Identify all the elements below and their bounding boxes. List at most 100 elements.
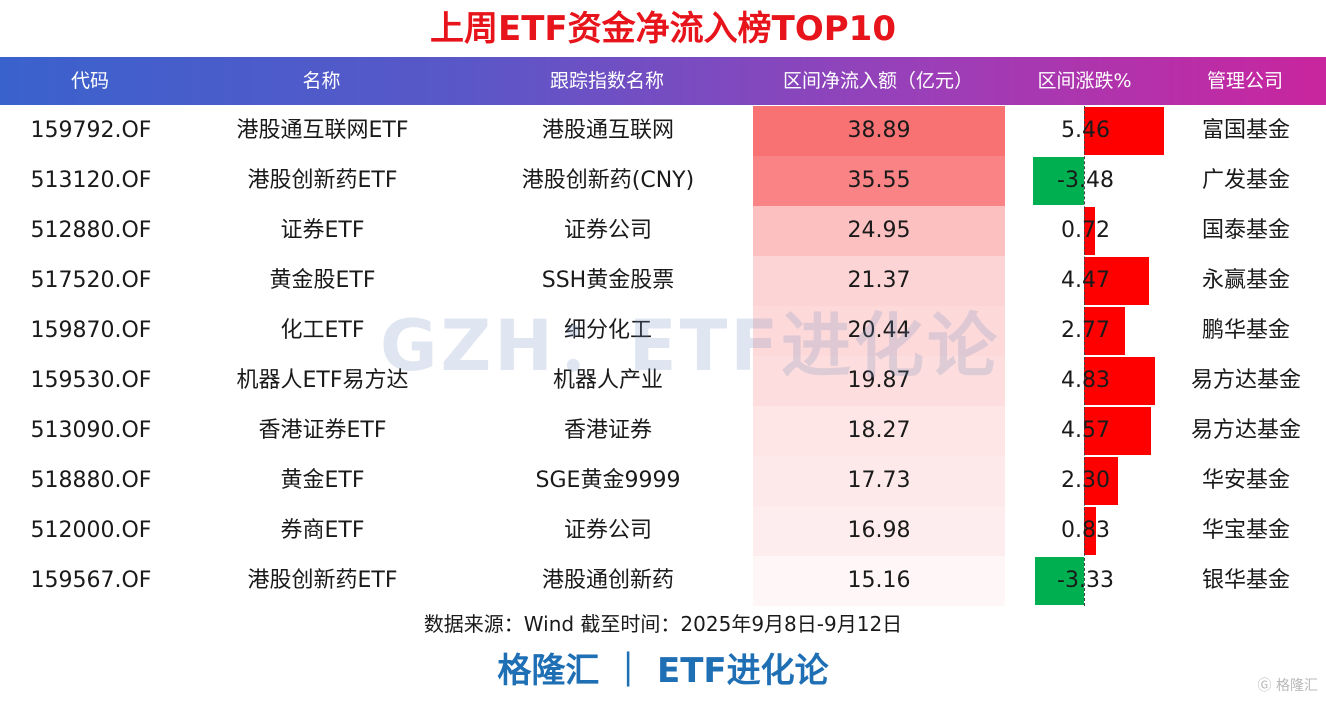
cell-change: 2.77: [1005, 306, 1166, 356]
cell-name: 黄金ETF: [280, 468, 365, 493]
cell-code: 513120.OF: [30, 168, 152, 193]
change-value: 2.77: [1061, 318, 1110, 343]
table-row: 518880.OF 黄金ETF SGE黄金9999 17.73 2.30 华安基金: [0, 456, 1326, 506]
cell-change: 4.83: [1005, 356, 1166, 406]
header-name: 名称: [302, 70, 341, 92]
table-row: 159870.OF 化工ETF 细分化工 20.44 2.77 鹏华基金: [0, 306, 1326, 356]
cell-name: 黄金股ETF: [269, 268, 376, 293]
table-row: 512880.OF 证券ETF 证券公司 24.95 0.72 国泰基金: [0, 206, 1326, 256]
header-code: 代码: [70, 70, 109, 92]
cell-name: 香港证券ETF: [258, 418, 387, 443]
table-row: 159792.OF 港股通互联网ETF 港股通互联网 38.89 5.46 富国基金: [0, 106, 1326, 156]
header-manager: 管理公司: [1206, 70, 1283, 92]
change-bar: [1035, 557, 1084, 605]
cell-flow: 17.73: [753, 456, 1005, 506]
change-value: 4.83: [1061, 368, 1110, 393]
cell-change: -3.48: [1005, 156, 1166, 206]
cell-flow: 18.27: [753, 406, 1005, 456]
header-change: 区间涨跌%: [1037, 70, 1132, 92]
cell-flow: 15.16: [753, 556, 1005, 606]
change-bar: [1084, 307, 1125, 355]
cell-change: 0.72: [1005, 206, 1166, 256]
change-bar: [1084, 257, 1150, 305]
cell-manager: 永赢基金: [1201, 268, 1290, 293]
cell-name: 机器人ETF易方达: [236, 368, 409, 393]
cell-index: 港股通互联网: [541, 118, 674, 143]
change-value: 5.46: [1061, 118, 1110, 143]
cell-index: 港股创新药(CNY): [521, 168, 695, 193]
cell-index: 机器人产业: [552, 368, 663, 393]
table-row: 513090.OF 香港证券ETF 香港证券 18.27 4.57 易方达基金: [0, 406, 1326, 456]
cell-manager: 易方达基金: [1190, 418, 1301, 443]
change-bar: [1084, 507, 1097, 555]
cell-manager: 华安基金: [1201, 468, 1290, 493]
header-index: 跟踪指数名称: [549, 70, 664, 92]
cell-code: 159792.OF: [30, 118, 152, 143]
cell-manager: 国泰基金: [1201, 218, 1290, 243]
change-value: 0.83: [1061, 518, 1110, 543]
cell-flow: 35.55: [753, 156, 1005, 206]
cell-index: SSH黄金股票: [541, 268, 675, 293]
change-bar: [1084, 207, 1095, 255]
cell-index: 细分化工: [563, 318, 652, 343]
cell-flow: 16.98: [753, 506, 1005, 556]
brand-footer: 格隆汇 ｜ ETF进化论: [497, 651, 829, 691]
cell-code: 518880.OF: [30, 468, 152, 493]
cell-manager: 鹏华基金: [1201, 318, 1290, 343]
cell-name: 证券ETF: [280, 218, 365, 243]
cell-index: 证券公司: [563, 218, 652, 243]
table-row: 159567.OF 港股创新药ETF 港股通创新药 15.16 -3.33 银华基金: [0, 556, 1326, 606]
cell-index: 证券公司: [563, 518, 652, 543]
cell-name: 化工ETF: [280, 318, 365, 343]
cell-change: 5.46: [1005, 106, 1166, 156]
cell-code: 159530.OF: [30, 368, 152, 393]
header-flow: 区间净流入额（亿元）: [782, 70, 973, 92]
cell-index: 港股通创新药: [541, 568, 674, 593]
change-value: 4.47: [1061, 268, 1110, 293]
change-value: 4.57: [1061, 418, 1110, 443]
table-row: 512000.OF 券商ETF 证券公司 16.98 0.83 华宝基金: [0, 506, 1326, 556]
corner-logo: Ⓖ 格隆汇: [1257, 678, 1318, 694]
change-value: 0.72: [1061, 218, 1110, 243]
cell-name: 港股创新药ETF: [247, 168, 398, 193]
change-bar: [1084, 457, 1118, 505]
cell-code: 513090.OF: [30, 418, 152, 443]
cell-name: 港股创新药ETF: [247, 568, 398, 593]
cell-change: 4.57: [1005, 406, 1166, 456]
cell-index: SGE黄金9999: [535, 468, 681, 493]
cell-flow: 19.87: [753, 356, 1005, 406]
cell-change: -3.33: [1005, 556, 1166, 606]
change-bar: [1084, 357, 1155, 405]
change-value: -3.33: [1057, 568, 1114, 593]
table-row: 517520.OF 黄金股ETF SSH黄金股票 21.37 4.47 永赢基金: [0, 256, 1326, 306]
page-title: 上周ETF资金净流入榜TOP10: [430, 9, 896, 49]
change-zero-axis: [1084, 106, 1085, 606]
cell-manager: 银华基金: [1201, 568, 1290, 593]
cell-name: 券商ETF: [280, 518, 365, 543]
cell-manager: 易方达基金: [1190, 368, 1301, 393]
cell-change: 0.83: [1005, 506, 1166, 556]
cell-flow: 20.44: [753, 306, 1005, 356]
cell-flow: 21.37: [753, 256, 1005, 306]
table-body: 159792.OF 港股通互联网ETF 港股通互联网 38.89 5.46 富国基金 513…: [0, 106, 1326, 606]
change-bar: [1033, 157, 1084, 205]
data-source-note: 数据来源：Wind 截至时间：2025年9月8日-9月12日: [423, 612, 903, 636]
change-bar: [1084, 407, 1151, 455]
cell-manager: 华宝基金: [1201, 518, 1290, 543]
cell-code: 159870.OF: [30, 318, 152, 343]
cell-manager: 富国基金: [1201, 118, 1290, 143]
change-bar: [1084, 107, 1164, 155]
cell-code: 512880.OF: [30, 218, 152, 243]
cell-code: 517520.OF: [30, 268, 152, 293]
cell-code: 159567.OF: [30, 568, 152, 593]
cell-name: 港股通互联网ETF: [236, 118, 409, 143]
cell-change: 2.30: [1005, 456, 1166, 506]
cell-flow: 38.89: [753, 106, 1005, 156]
cell-index: 香港证券: [563, 418, 652, 443]
table-header: 代码 名称 跟踪指数名称 区间净流入额（亿元） 区间涨跌% 管理公司: [0, 57, 1326, 105]
cell-code: 512000.OF: [30, 518, 152, 543]
table-row: 513120.OF 港股创新药ETF 港股创新药(CNY) 35.55 -3.48 广发基…: [0, 156, 1326, 206]
cell-manager: 广发基金: [1201, 168, 1290, 193]
table-row: 159530.OF 机器人ETF易方达 机器人产业 19.87 4.83 易方达基金: [0, 356, 1326, 406]
cell-flow: 24.95: [753, 206, 1005, 256]
